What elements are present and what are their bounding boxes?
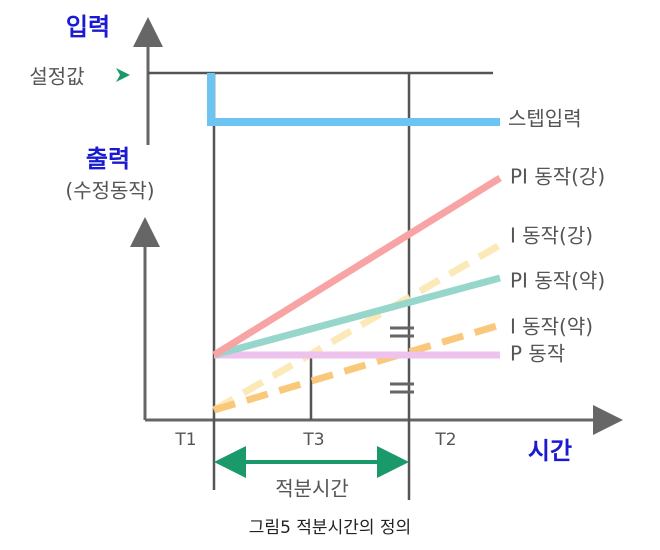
setpoint-label: 설정값: [29, 65, 84, 89]
input-label: 입력: [66, 13, 110, 41]
setpoint-arrow: [116, 68, 130, 82]
curve-label: PI 동작(약): [510, 269, 605, 293]
time-mark: T1: [174, 430, 196, 450]
time-mark: T3: [302, 430, 324, 450]
output-label: 출력: [86, 145, 130, 173]
curve-label: I 동작(약): [510, 315, 593, 339]
curve-label: PI 동작(강): [510, 165, 605, 189]
output-sub-label: (수정동작): [65, 179, 154, 203]
pi-weak: [213, 274, 501, 359]
step-input: [207, 73, 500, 126]
span-label: 적분시간: [275, 477, 349, 501]
curve-label: 스텝입력: [508, 107, 582, 131]
time-mark: T2: [434, 430, 456, 450]
i-weak: [213, 321, 501, 414]
caption: 그림5 적분시간의 정의: [249, 518, 411, 538]
curve-label: I 동작(강): [510, 224, 593, 248]
curve-label: P 동작: [510, 342, 565, 366]
break-marks: [390, 326, 414, 394]
pi-strong: [212, 175, 502, 358]
time-label: 시간: [528, 437, 572, 465]
i-strong: [212, 241, 502, 414]
